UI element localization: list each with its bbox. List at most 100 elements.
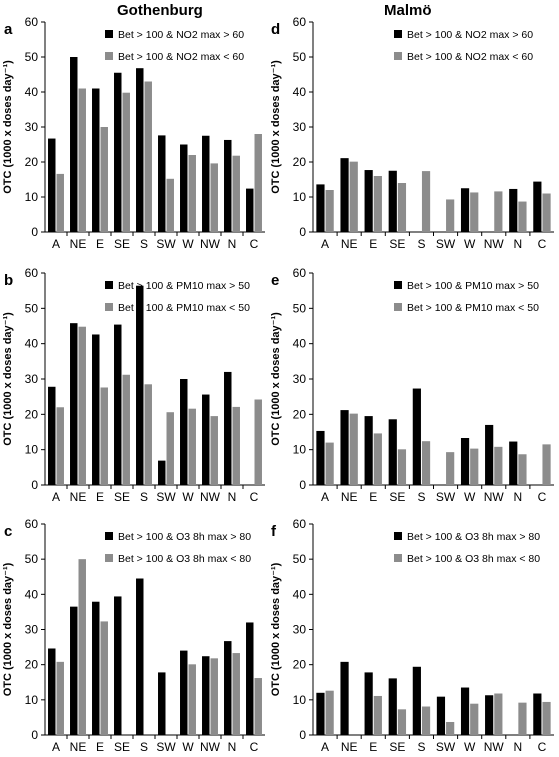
bar-low-nw [210,416,218,485]
x-tick-label: N [514,740,523,754]
legend-label-high: Bet > 100 & O3 8h max > 80 [407,531,540,543]
x-tick-label: N [228,740,237,754]
legend-label-low: Bet > 100 & PM10 max < 50 [118,302,250,314]
bar-high-s [412,666,421,735]
bar-high-s [136,285,144,485]
x-tick-label: NW [484,490,505,504]
bar-low-c [254,399,262,485]
legend-swatch-high [105,30,113,38]
y-tick-label: 20 [293,407,307,421]
y-tick-label: 50 [293,552,307,566]
bar-low-se [397,709,407,735]
x-tick-label: N [228,490,237,504]
bar-high-w [460,188,470,232]
panel-letter-f: f [271,523,277,540]
bar-low-a [56,173,64,232]
legend-label-high: Bet > 100 & PM10 max > 50 [407,280,539,292]
x-tick-label: S [417,490,425,504]
x-tick-label: S [417,237,425,251]
x-tick-label: A [52,237,60,251]
y-tick-label: 10 [293,190,307,204]
bar-low-se [122,374,130,485]
x-tick-label: C [538,490,547,504]
legend-label-low: Bet > 100 & NO2 max < 60 [118,51,244,63]
x-tick-label: E [96,740,104,754]
y-tick-label: 50 [25,301,39,315]
x-tick-label: E [96,490,104,504]
legend-swatch-low [394,52,402,60]
y-tick-label: 10 [25,190,39,204]
bar-low-c [542,193,551,232]
bar-high-n [224,371,232,485]
x-tick-label: C [250,740,259,754]
bar-low-nw [494,446,503,485]
bar-high-ne [70,323,78,485]
bar-low-c [254,678,262,735]
x-tick-label: W [182,237,194,251]
bar-low-ne [78,88,86,232]
y-tick-label: 60 [293,15,307,29]
panel-letter-a: a [4,21,13,38]
bar-high-w [180,379,188,485]
y-tick-label: 10 [25,693,39,707]
x-tick-label: S [140,237,148,251]
bar-high-se [114,324,122,485]
x-tick-label: SE [114,740,130,754]
bar-low-n [232,653,240,735]
bar-low-s [144,384,152,485]
bar-high-se [114,596,122,735]
bar-low-se [122,92,130,232]
bar-high-a [316,692,325,735]
bar-low-nw [210,163,218,232]
y-tick-label: 20 [25,658,39,672]
bar-low-w [188,664,196,735]
bar-high-sw [158,135,166,232]
x-tick-label: C [250,237,259,251]
y-tick-label: 40 [25,85,39,99]
y-tick-label: 0 [299,478,306,492]
bar-high-a [316,430,325,485]
y-axis-label: OTC (1000 x doses day⁻¹) [2,60,14,194]
x-tick-label: C [538,237,547,251]
bar-high-nw [202,656,210,735]
x-tick-label: A [321,740,329,754]
bar-low-sw [166,412,174,485]
bar-low-n [232,406,240,485]
bar-high-s [136,578,144,735]
bar-high-nw [202,394,210,485]
y-tick-label: 0 [31,478,38,492]
y-tick-label: 20 [25,407,39,421]
bar-low-e [373,433,382,485]
legend-label-high: Bet > 100 & O3 8h max > 80 [118,531,251,543]
x-tick-label: E [96,237,104,251]
x-tick-label: W [182,740,194,754]
bar-low-c [542,444,551,485]
y-tick-label: 50 [293,50,307,64]
x-tick-label: C [538,740,547,754]
bar-low-e [373,695,382,735]
bar-high-s [412,388,421,485]
bar-high-c [533,181,542,232]
legend-label-low: Bet > 100 & O3 8h max < 80 [118,553,251,565]
bar-low-a [325,442,334,485]
bar-high-w [180,650,188,735]
bar-high-w [460,687,470,735]
y-tick-label: 60 [25,15,39,29]
bar-low-n [518,201,527,232]
bar-low-n [518,454,527,485]
legend-swatch-high [394,30,402,38]
legend-swatch-high [394,281,402,289]
x-tick-label: SW [436,237,456,251]
y-tick-label: 30 [25,623,39,637]
bar-low-s [421,706,431,735]
x-tick-label: W [464,490,476,504]
bar-low-c [254,134,262,232]
legend-swatch-low [105,554,113,562]
x-tick-label: SW [156,740,176,754]
x-tick-label: NW [200,237,221,251]
bar-high-ne [340,410,349,485]
